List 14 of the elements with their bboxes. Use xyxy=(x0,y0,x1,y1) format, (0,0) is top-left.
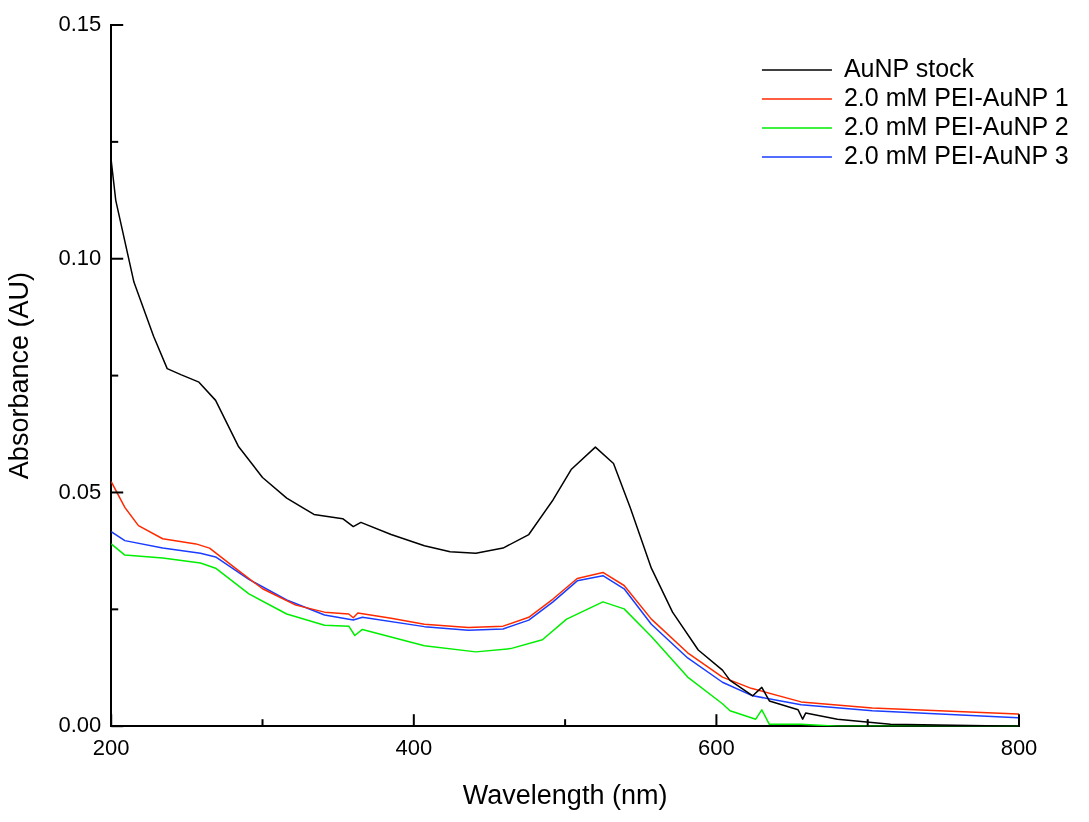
y-tick-label: 0.15 xyxy=(58,11,102,37)
x-tick-label: 800 xyxy=(1000,735,1038,761)
y-axis-title: Absorbance (AU) xyxy=(3,272,34,480)
x-tick-label: 200 xyxy=(92,735,130,761)
y-tick-label: 0.10 xyxy=(58,244,102,270)
legend-label: 2.0 mM PEI-AuNP 2 xyxy=(843,111,1069,140)
legend-label: 2.0 mM PEI-AuNP 1 xyxy=(843,82,1069,111)
x-axis-title: Wavelength (nm) xyxy=(462,780,668,811)
legend-label: AuNP stock xyxy=(843,53,975,82)
y-tick-label: 0.05 xyxy=(58,478,102,504)
x-tick-label: 400 xyxy=(395,735,433,761)
x-tick-label: 600 xyxy=(698,735,735,761)
y-tick-label: 0.00 xyxy=(58,712,102,738)
legend-label: 2.0 mM PEI-AuNP 3 xyxy=(843,140,1069,169)
